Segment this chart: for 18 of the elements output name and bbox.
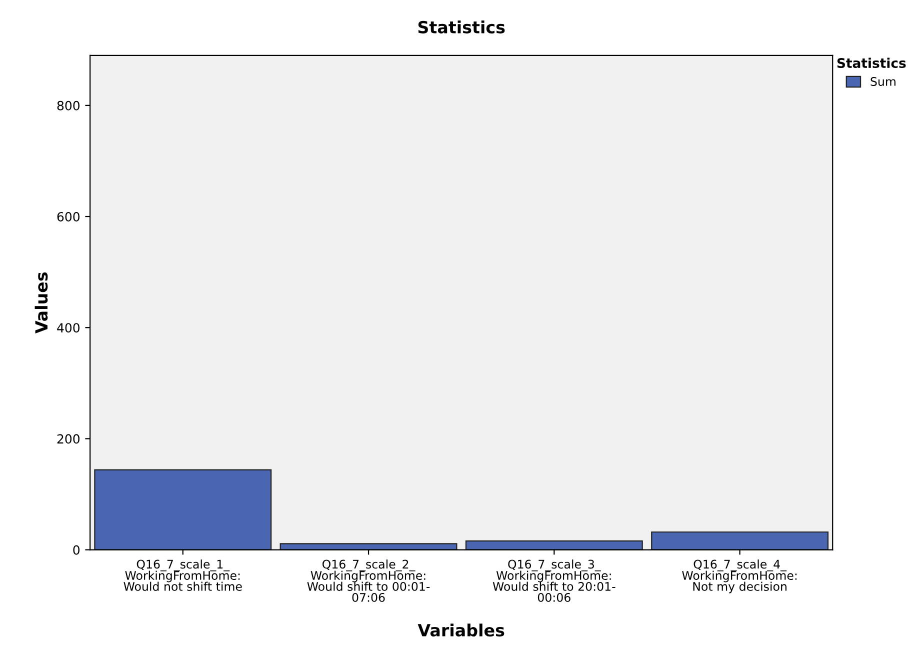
legend-label: Sum xyxy=(870,77,896,86)
y-tick-label: 800 xyxy=(57,100,80,110)
bar xyxy=(280,543,458,550)
x-tick-label: Q16_7_scale_4_ WorkingFromHome: Not my decision xyxy=(682,560,797,594)
x-tick-label: Q16_7_scale_1_ WorkingFromHome: Would not shift time xyxy=(124,560,242,591)
y-tick-label: 600 xyxy=(57,212,80,222)
bar xyxy=(465,540,643,550)
x-tick-label: Q16_7_scale_3_ WorkingFromHome: Would shift to 20:01- 00:06 xyxy=(492,560,616,602)
legend-title: Statistics xyxy=(837,58,906,68)
y-tick-label: 400 xyxy=(57,323,80,333)
y-axis-title: Values xyxy=(34,272,48,334)
y-tick-label: 200 xyxy=(57,434,80,444)
x-axis-title: Variables xyxy=(418,624,504,637)
bar xyxy=(94,469,272,550)
y-tick-label: 0 xyxy=(73,545,80,555)
bar xyxy=(651,531,829,550)
x-tick-label: Q16_7_scale_2_ WorkingFromHome: Would shift to 00:01- 07:06 xyxy=(307,560,430,602)
chart-title: Statistics xyxy=(418,20,505,34)
